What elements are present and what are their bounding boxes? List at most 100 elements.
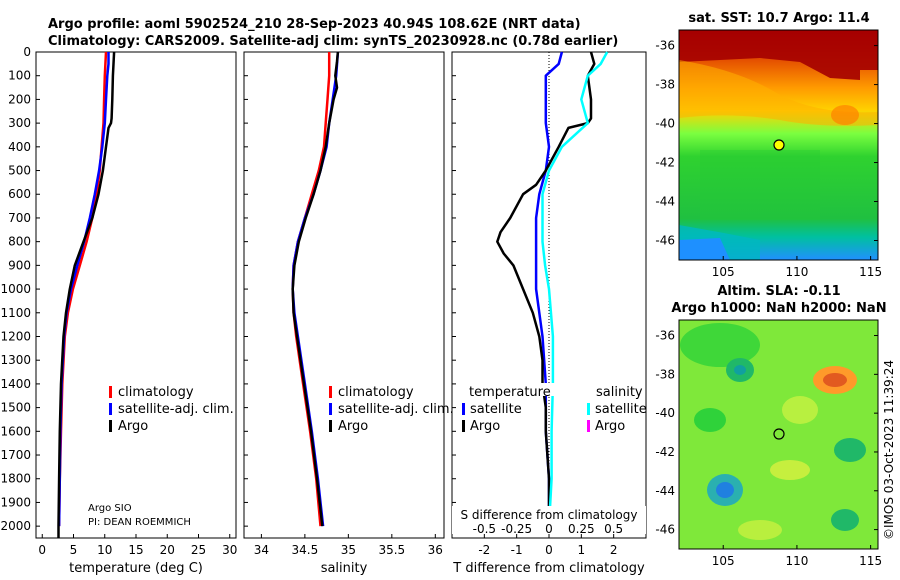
temperature-plot: 0 5 10 15 20 25 30 xyxy=(38,51,237,557)
header-title-line2: Climatology: CARS2009. Satellite-adj cli… xyxy=(48,34,618,49)
depth-tick-label: 1700 xyxy=(0,448,31,462)
lat-tick-label: -44 xyxy=(655,484,675,498)
legend-sal-argo: Argo xyxy=(595,419,625,434)
legend-swatch-temp-satellite xyxy=(462,403,465,415)
legend-swatch-climatology xyxy=(329,386,332,398)
temperature-plot-frame xyxy=(35,51,237,539)
depth-tick-label: 1500 xyxy=(0,401,31,415)
temperature-legend: climatology satellite-adj. clim. Argo xyxy=(109,385,234,434)
argo-location-marker[interactable] xyxy=(773,139,785,151)
x-tick-label: 34.5 xyxy=(292,543,319,557)
salinity-plot-frame xyxy=(243,51,445,539)
sdiff-tick-label: -0.5 xyxy=(473,522,496,536)
depth-tick-label: 200 xyxy=(8,92,31,106)
header-title-line1: Argo profile: aoml 5902524_210 28-Sep-20… xyxy=(48,17,581,32)
depth-axis: 0 100 200 300 400 500 600 700 800 900 1000 1100 1200… xyxy=(0,45,456,533)
sdiff-tick-label: 0 xyxy=(545,522,553,536)
depth-tick-label: 1400 xyxy=(0,377,31,391)
sdiff-axis-ticks: -0.5 -0.25 0 0.25 0.5 xyxy=(473,522,624,536)
depth-tick-label: 100 xyxy=(8,69,31,83)
sdiff-axis-label: S difference from climatology xyxy=(461,508,638,522)
sdiff-tick-label: -0.25 xyxy=(501,522,532,536)
sst-map-title: sat. SST: 10.7 Argo: 11.4 xyxy=(688,11,869,26)
x-tick-label: 35 xyxy=(341,543,356,557)
legend-salinity-title: salinity xyxy=(596,385,643,400)
depth-tick-label: 800 xyxy=(8,235,31,249)
lat-tick-label: -38 xyxy=(655,367,675,381)
temperature-xlabel: temperature (deg C) xyxy=(69,561,203,576)
sla-map-title: Altim. SLA: -0.11 xyxy=(717,284,840,299)
legend-swatch-temp-argo xyxy=(462,420,465,432)
depth-tick-label: 1100 xyxy=(0,306,31,320)
salinity-xlabel: salinity xyxy=(321,561,368,576)
depth-tick-label: 1600 xyxy=(0,424,31,438)
legend-satellite: satellite-adj. clim. xyxy=(338,402,454,417)
lat-tick-label: -46 xyxy=(655,234,675,248)
depth-tick-label: 700 xyxy=(8,211,31,225)
sla-map-image xyxy=(679,320,878,549)
depth-tick-label: 1300 xyxy=(0,353,31,367)
x-tick-label: 10 xyxy=(97,543,112,557)
lon-tick-label: 105 xyxy=(712,265,735,279)
depth-tick-label: 1200 xyxy=(0,329,31,343)
tdiff-xlabel: T difference from climatology xyxy=(452,561,645,576)
lat-tick-label: -44 xyxy=(655,195,675,209)
legend-title-background xyxy=(465,383,555,396)
depth-tick-label: 1000 xyxy=(0,282,31,296)
salinity-plot: 34 34.5 35 35.5 36 xyxy=(254,51,443,557)
legend-argo: Argo xyxy=(118,419,148,434)
depth-tick-label: 1900 xyxy=(0,495,31,509)
legend-temp-satellite: satellite xyxy=(470,402,522,417)
x-tick-label: 25 xyxy=(191,543,206,557)
difference-legend: temperature salinity satellite Argo sate… xyxy=(462,383,647,434)
argo-pi: PI: DEAN ROEMMICH xyxy=(88,517,191,528)
lon-tick-label: 105 xyxy=(712,554,735,568)
legend-swatch-sal-satellite xyxy=(587,403,590,415)
top-axis-background xyxy=(452,506,646,534)
sla-map-subtitle: Argo h1000: NaN h2000: NaN xyxy=(671,301,886,316)
sdiff-tick-label: 0.25 xyxy=(568,522,595,536)
x-tick-label: 30 xyxy=(222,543,237,557)
depth-tick-label: 500 xyxy=(8,164,31,178)
legend-swatch-climatology xyxy=(109,386,112,398)
salinity-legend: climatology satellite-adj. clim. Argo xyxy=(329,385,454,434)
lat-tick-label: -36 xyxy=(655,39,675,53)
x-tick-label: -1 xyxy=(511,543,523,557)
x-tick-label: 2 xyxy=(610,543,618,557)
depth-tick-label: 900 xyxy=(8,258,31,272)
sdiff-tick-label: 0.5 xyxy=(604,522,623,536)
imos-watermark: ©IMOS 03-Oct-2023 11:39:24 xyxy=(882,360,896,540)
lon-tick-label: 110 xyxy=(785,554,808,568)
argo-location-marker-sla[interactable] xyxy=(773,428,785,440)
lat-tick-label: -42 xyxy=(655,445,675,459)
legend-swatch-satellite xyxy=(109,403,112,415)
depth-tick-label: 300 xyxy=(8,116,31,130)
legend-swatch-argo xyxy=(329,420,332,432)
x-tick-label: 1 xyxy=(578,543,586,557)
legend-climatology: climatology xyxy=(338,385,414,400)
series-line-argo xyxy=(291,51,340,527)
x-tick-label: 36 xyxy=(428,543,443,557)
legend-swatch-argo xyxy=(109,420,112,432)
lat-tick-label: -36 xyxy=(655,329,675,343)
sst-map-frame xyxy=(678,29,879,261)
x-tick-label: 0 xyxy=(545,543,553,557)
legend-satellite: satellite-adj. clim. xyxy=(118,402,234,417)
legend-climatology: climatology xyxy=(118,385,194,400)
lat-tick-label: -42 xyxy=(655,156,675,170)
argo-institution: Argo SIO xyxy=(88,503,132,514)
lat-tick-label: -40 xyxy=(655,406,675,420)
sst-map-axes: -36 -38 -40 -42 -44 -46 105 110 115 xyxy=(655,39,882,279)
depth-tick-label: 600 xyxy=(8,187,31,201)
x-tick-label: 20 xyxy=(160,543,175,557)
legend-temp-argo: Argo xyxy=(470,419,500,434)
lat-tick-label: -38 xyxy=(655,78,675,92)
lat-tick-label: -40 xyxy=(655,117,675,131)
lon-tick-label: 115 xyxy=(859,554,882,568)
lon-tick-label: 115 xyxy=(859,265,882,279)
x-tick-label: 0 xyxy=(38,543,46,557)
x-tick-label: 34 xyxy=(254,543,269,557)
sla-map-axes: -36 -38 -40 -42 -44 -46 105 110 115 xyxy=(655,329,882,568)
x-tick-label: 35.5 xyxy=(378,543,405,557)
series-line-argo xyxy=(57,51,116,538)
